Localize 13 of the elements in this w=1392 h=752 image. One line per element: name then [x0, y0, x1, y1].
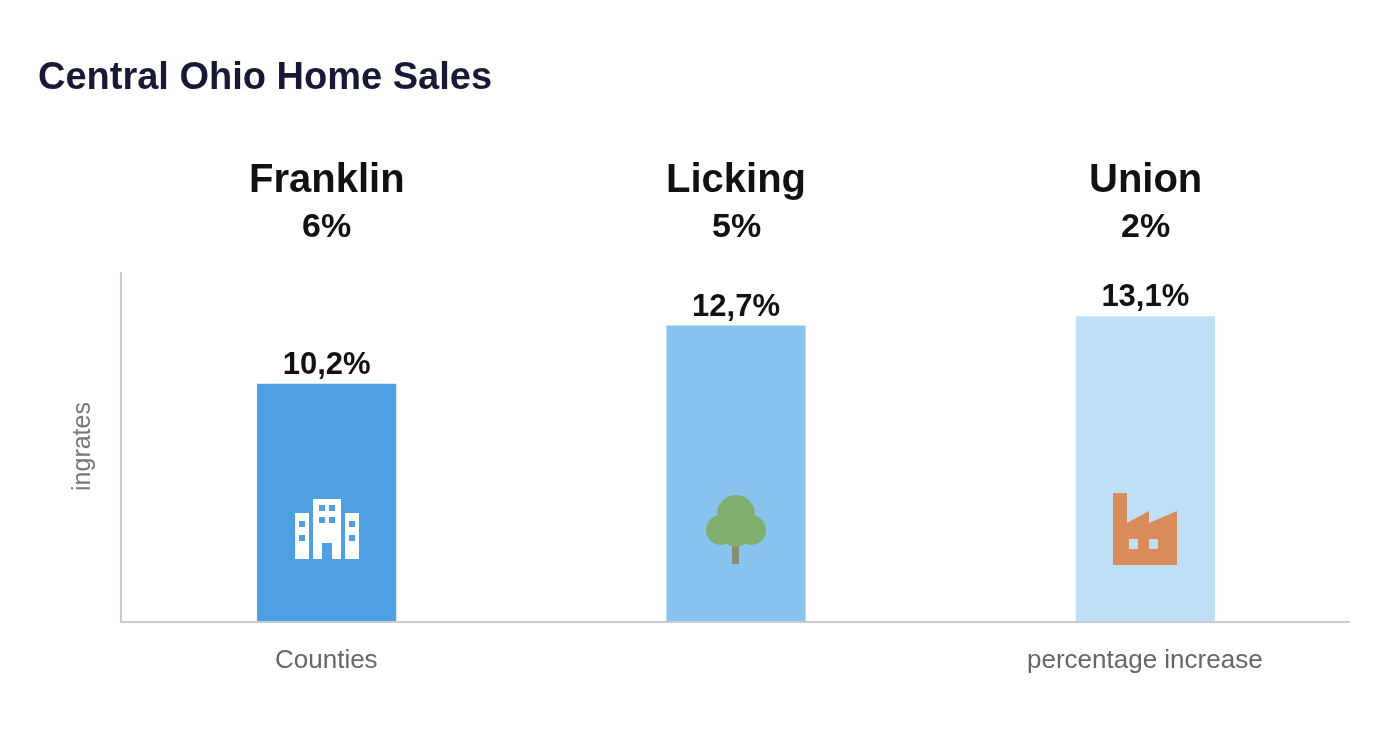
y-axis-title: ingrates — [67, 402, 96, 491]
x-axis-title: Counties — [275, 644, 378, 674]
data-label: 12,7% — [692, 287, 780, 323]
text: percentage increase — [1027, 644, 1263, 674]
chart-title: Central Ohio Home Sales — [38, 54, 493, 97]
text: 2% — [1121, 206, 1171, 244]
text: 6% — [302, 206, 352, 244]
x-tick-label: Franklin — [249, 156, 405, 200]
text: 5% — [712, 206, 762, 244]
x-tick-label: Union — [1089, 156, 1203, 200]
x-tick-label: Licking — [666, 156, 807, 200]
data-label: 13,1% — [1101, 278, 1190, 314]
data-label: 10,2% — [282, 345, 371, 381]
